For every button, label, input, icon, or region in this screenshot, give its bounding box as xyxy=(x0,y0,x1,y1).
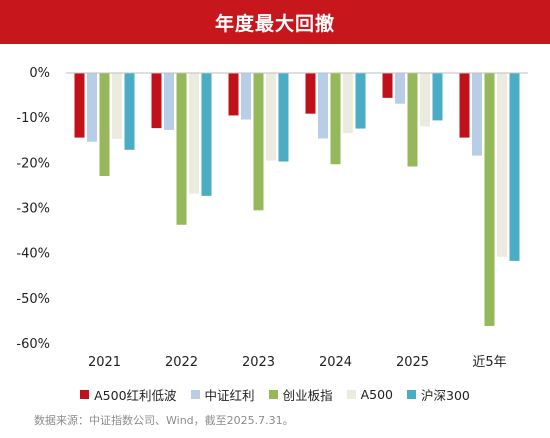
x-axis-ticks: 2021 2022 2023 2024 2025 近5年 xyxy=(88,355,507,370)
bars xyxy=(74,73,520,326)
bar xyxy=(278,73,289,162)
bar xyxy=(305,73,316,114)
bar xyxy=(124,73,135,150)
bar xyxy=(472,73,482,156)
x-tick-label: 2024 xyxy=(319,355,352,370)
x-tick-label: 2022 xyxy=(165,355,198,370)
legend-item: A500红利低波 xyxy=(80,385,177,404)
bar xyxy=(497,73,507,257)
bar-chart: 0%-10%-20%-30%-40%-50%-60% 2021 2022 2023 2… xyxy=(16,66,528,370)
bar xyxy=(420,73,430,127)
source-note: 数据来源：中证指数公司、Wind，截至2025.7.31。 xyxy=(34,414,294,427)
y-tick-label: -20% xyxy=(16,156,50,171)
y-tick-label: -40% xyxy=(16,247,50,262)
bar xyxy=(395,73,405,104)
legend-swatch xyxy=(407,389,416,399)
bar xyxy=(99,73,110,176)
bar xyxy=(355,73,366,129)
x-tick-label: 2025 xyxy=(396,355,429,370)
legend-label: 中证红利 xyxy=(204,387,255,403)
legend-item: 中证红利 xyxy=(190,385,255,404)
legend-swatch xyxy=(346,389,356,399)
legend-label: A500 xyxy=(360,386,393,402)
bar xyxy=(164,73,174,130)
bar xyxy=(484,73,495,326)
legend: A500红利低波 中证红利 创业板指 A500 沪深300 xyxy=(0,384,550,404)
bar xyxy=(87,73,97,142)
y-tick-label: -10% xyxy=(16,111,50,126)
bar xyxy=(253,73,264,211)
bar xyxy=(74,73,85,138)
bar xyxy=(112,73,122,139)
bar xyxy=(318,73,328,139)
bar xyxy=(266,73,276,161)
y-tick-label: -30% xyxy=(16,202,50,217)
bar xyxy=(330,73,341,165)
bar xyxy=(343,73,353,134)
bar xyxy=(459,73,470,138)
bar xyxy=(509,73,520,261)
x-tick-label: 2021 xyxy=(88,355,121,370)
chart-title: 年度最大回撤 xyxy=(214,12,335,35)
legend-label: 沪深300 xyxy=(421,387,470,403)
x-tick-label: 2023 xyxy=(242,355,275,370)
y-tick-label: 0% xyxy=(29,66,50,81)
y-tick-label: -60% xyxy=(16,337,50,352)
legend-swatch xyxy=(268,389,278,399)
bar xyxy=(228,73,239,116)
y-axis-ticks: 0% -10% -20% -30% -40% -50% -60% xyxy=(16,66,50,352)
legend-label: A500红利低波 xyxy=(94,387,177,403)
legend-item: 创业板指 xyxy=(268,385,333,404)
legend-swatch xyxy=(80,389,90,399)
bar xyxy=(432,73,443,121)
chart-title-banner: 年度最大回撤 xyxy=(0,0,550,44)
legend-label: 创业板指 xyxy=(282,387,333,403)
legend-item: A500 xyxy=(346,386,393,402)
legend-swatch xyxy=(190,389,200,399)
y-tick-label: -50% xyxy=(16,292,50,307)
x-tick-label: 近5年 xyxy=(472,355,506,370)
bar xyxy=(241,73,251,120)
bar xyxy=(176,73,187,225)
legend-item: 沪深300 xyxy=(407,385,470,404)
bar xyxy=(151,73,162,129)
bar xyxy=(407,73,418,167)
bar xyxy=(382,73,393,98)
bar xyxy=(189,73,199,194)
bar xyxy=(201,73,212,196)
